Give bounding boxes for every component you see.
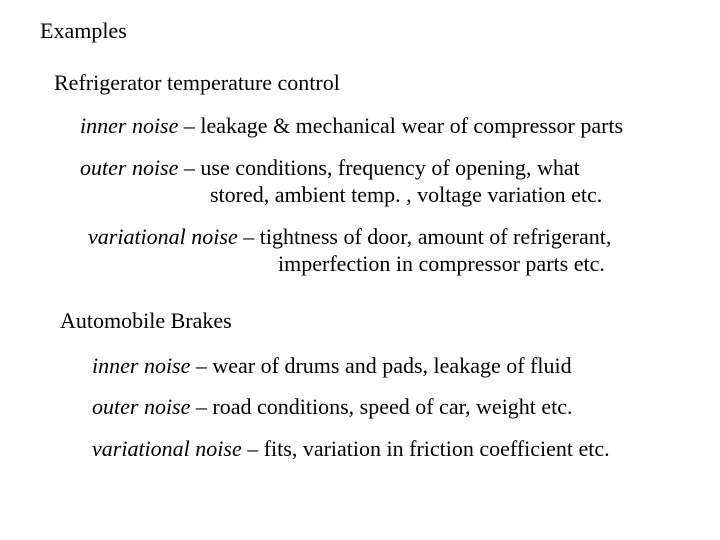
entry-inner-noise-2: inner noise – wear of drums and pads, le… (92, 352, 720, 380)
text-outer-noise: – use conditions, frequency of opening, … (178, 155, 579, 180)
text-variational-noise: – fits, variation in friction coefficien… (242, 436, 610, 461)
label-inner-noise: inner noise (92, 353, 190, 378)
text-outer-noise-cont: stored, ambient temp. , voltage variatio… (80, 181, 720, 209)
text-variational-noise: – tightness of door, amount of refrigera… (238, 224, 612, 249)
label-inner-noise: inner noise (80, 113, 178, 138)
label-outer-noise: outer noise (92, 394, 190, 419)
section-heading-automobile: Automobile Brakes (60, 308, 720, 334)
text-inner-noise: – wear of drums and pads, leakage of flu… (190, 353, 571, 378)
label-variational-noise: variational noise (92, 436, 242, 461)
entry-inner-noise-1: inner noise – leakage & mechanical wear … (80, 112, 720, 140)
label-outer-noise: outer noise (80, 155, 178, 180)
text-inner-noise: – leakage & mechanical wear of compresso… (178, 113, 623, 138)
entry-variational-noise-1: variational noise – tightness of door, a… (88, 223, 720, 278)
entry-variational-noise-2: variational noise – fits, variation in f… (92, 435, 720, 463)
slide-page: Examples Refrigerator temperature contro… (0, 0, 720, 462)
text-outer-noise: – road conditions, speed of car, weight … (190, 394, 572, 419)
section-heading-refrigerator: Refrigerator temperature control (54, 70, 720, 96)
entry-outer-noise-1: outer noise – use conditions, frequency … (80, 154, 720, 209)
text-variational-noise-cont: imperfection in compressor parts etc. (88, 250, 720, 278)
label-variational-noise: variational noise (88, 224, 238, 249)
page-title: Examples (40, 18, 720, 44)
entry-outer-noise-2: outer noise – road conditions, speed of … (92, 393, 720, 421)
